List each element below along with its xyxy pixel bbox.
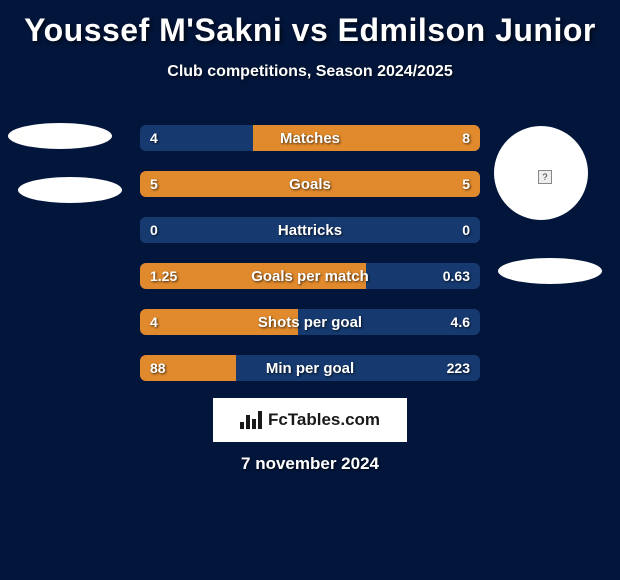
stat-right-fill <box>236 355 480 381</box>
player-b-avatar: ? <box>494 126 588 220</box>
player-a-avatar-placeholder-2 <box>18 177 122 203</box>
stat-right-value: 8 <box>462 125 470 151</box>
player-a-avatar-placeholder-1 <box>8 123 112 149</box>
stat-right-value: 0 <box>462 217 470 243</box>
page-title: Youssef M'Sakni vs Edmilson Junior <box>0 0 620 49</box>
stat-row: 88223Min per goal <box>140 355 480 381</box>
fctables-badge[interactable]: FcTables.com <box>213 398 407 442</box>
stat-right-value: 0.63 <box>443 263 470 289</box>
stat-row: 44.6Shots per goal <box>140 309 480 335</box>
stat-left-value: 1.25 <box>150 263 177 289</box>
stat-left-value: 88 <box>150 355 166 381</box>
broken-image-icon: ? <box>538 170 552 184</box>
page-subtitle: Club competitions, Season 2024/2025 <box>0 63 620 81</box>
stat-left-value: 0 <box>150 217 158 243</box>
badge-text: FcTables.com <box>268 410 380 430</box>
stat-right-fill <box>310 217 480 243</box>
stat-right-value: 4.6 <box>451 309 470 335</box>
stat-row: 48Matches <box>140 125 480 151</box>
stat-left-fill <box>140 171 310 197</box>
snapshot-date: 7 november 2024 <box>0 454 620 474</box>
bar-chart-icon <box>240 411 262 429</box>
stat-left-value: 4 <box>150 309 158 335</box>
stat-right-fill <box>253 125 480 151</box>
stat-right-value: 5 <box>462 171 470 197</box>
stat-row: 00Hattricks <box>140 217 480 243</box>
player-b-avatar-placeholder <box>498 258 602 284</box>
stat-right-fill <box>310 171 480 197</box>
comparison-bars: 48Matches55Goals00Hattricks1.250.63Goals… <box>140 125 480 401</box>
stat-row: 55Goals <box>140 171 480 197</box>
stat-left-fill <box>140 309 298 335</box>
stat-row: 1.250.63Goals per match <box>140 263 480 289</box>
stat-left-value: 5 <box>150 171 158 197</box>
stat-left-fill <box>140 217 310 243</box>
stat-left-value: 4 <box>150 125 158 151</box>
stat-right-value: 223 <box>447 355 470 381</box>
